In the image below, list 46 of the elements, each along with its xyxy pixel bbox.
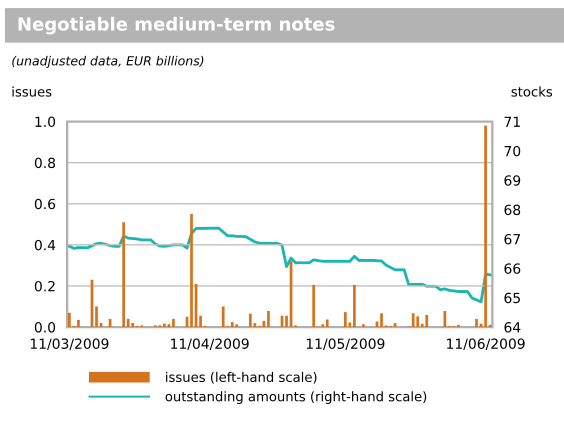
y2-tick-label: 69: [504, 175, 520, 186]
bar: [126, 318, 130, 328]
bar: [425, 314, 428, 328]
x-tick-label: 11/05/2009: [306, 338, 384, 350]
bar: [348, 322, 352, 328]
y-tick-label: 0.0: [34, 322, 56, 333]
x-tick-label: 11/04/2009: [171, 338, 249, 350]
bar: [416, 316, 420, 328]
bar: [254, 323, 256, 328]
bar: [312, 284, 316, 328]
bar: [326, 319, 329, 328]
bar: [353, 284, 356, 328]
chart-title: Negotiable medium-term notes: [18, 16, 334, 34]
line-series: [68, 226, 492, 304]
bar: [68, 312, 71, 328]
bar: [444, 311, 446, 328]
x-tick-label: 11/03/2009: [30, 338, 108, 350]
x-tick-label: 11/06/2009: [447, 338, 525, 350]
y-axis-title: issues: [12, 86, 52, 97]
y2-tick-label: 68: [504, 204, 520, 216]
y2-tick-label: 64: [504, 322, 520, 333]
y-tick-label: 0.4: [34, 240, 56, 250]
y2-tick-label: 66: [504, 263, 520, 274]
y-tick-label: 1.0: [35, 116, 56, 128]
y2-tick-label: 67: [504, 234, 520, 244]
y-tick-label: 0.2: [34, 280, 55, 292]
y-tick-label: 0.8: [34, 158, 56, 168]
y2-tick-label: 65: [504, 292, 520, 304]
legend-label: outstanding amounts (right-hand scale): [166, 391, 426, 404]
legend-label: issues (left-hand scale): [166, 372, 316, 384]
bar: [321, 324, 324, 328]
y-tick-label: 0.6: [34, 198, 56, 210]
y2-axis-title: stocks: [512, 86, 552, 97]
bar: [163, 324, 166, 328]
bar: [344, 312, 347, 328]
bar: [122, 222, 126, 328]
bar: [362, 324, 365, 328]
chart-subtitle: (unadjusted data, EUR billions): [12, 56, 204, 68]
y2-tick-label: 71: [504, 116, 520, 127]
y2-tick-label: 70: [504, 146, 520, 156]
bar: [248, 314, 252, 328]
bar: [235, 324, 238, 328]
bar: [222, 306, 225, 328]
bar: [108, 318, 112, 328]
bar: [230, 322, 234, 328]
bar: [412, 313, 415, 328]
